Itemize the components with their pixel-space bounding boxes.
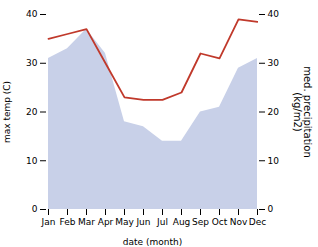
svg-text:20: 20 bbox=[268, 107, 280, 117]
svg-text:Mar: Mar bbox=[78, 217, 95, 227]
svg-text:Jun: Jun bbox=[135, 217, 150, 227]
svg-text:Feb: Feb bbox=[60, 217, 76, 227]
svg-text:Dec: Dec bbox=[249, 217, 266, 227]
svg-text:Aug: Aug bbox=[173, 217, 191, 227]
svg-text:Oct: Oct bbox=[212, 217, 228, 227]
svg-text:30: 30 bbox=[268, 58, 280, 68]
svg-text:Nov: Nov bbox=[230, 217, 248, 227]
svg-text:0: 0 bbox=[268, 204, 274, 214]
svg-text:May: May bbox=[115, 217, 134, 227]
svg-text:Apr: Apr bbox=[98, 217, 114, 227]
svg-text:30: 30 bbox=[26, 58, 38, 68]
svg-text:Jan: Jan bbox=[41, 217, 56, 227]
svg-text:max temp (C): max temp (C) bbox=[2, 81, 12, 143]
svg-text:10: 10 bbox=[26, 156, 38, 166]
svg-text:Jul: Jul bbox=[156, 217, 168, 227]
svg-text:40: 40 bbox=[268, 9, 280, 19]
svg-text:0: 0 bbox=[32, 204, 38, 214]
svg-text:Sep: Sep bbox=[192, 217, 209, 227]
svg-text:20: 20 bbox=[26, 107, 38, 117]
svg-text:date (month): date (month) bbox=[123, 237, 182, 247]
svg-text:med. precipitation(kg/m2): med. precipitation(kg/m2) bbox=[292, 66, 313, 158]
svg-text:10: 10 bbox=[268, 156, 280, 166]
svg-text:40: 40 bbox=[26, 9, 38, 19]
